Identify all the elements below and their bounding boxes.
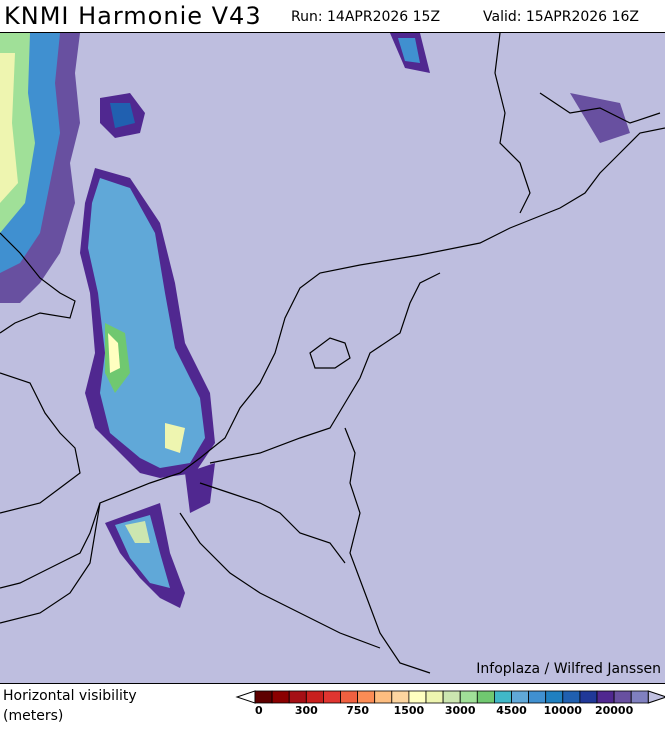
colorbar-tick-label: 3000	[444, 704, 476, 717]
coastlines-and-borders	[0, 32, 665, 674]
colorbar-swatch	[340, 690, 359, 704]
colorbar-swatch	[459, 690, 478, 704]
color-bar	[235, 690, 665, 704]
visibility-map: Infoplaza / Wilfred Janssen	[0, 32, 665, 684]
colorbar-tick-label: 300	[294, 704, 318, 717]
colorbar-swatch	[613, 690, 632, 704]
colorbar-swatch	[391, 690, 410, 704]
map-credit: Infoplaza / Wilfred Janssen	[476, 661, 661, 677]
colorbar-right-arrow	[647, 690, 665, 704]
colorbar-tick-label: 0	[255, 704, 263, 717]
map-canvas	[0, 32, 665, 683]
colorbar-tick-label: 750	[346, 704, 370, 717]
legend-title-line2: (meters)	[3, 708, 64, 724]
colorbar-swatch	[579, 690, 598, 704]
colorbar-swatch	[425, 690, 444, 704]
run-time: Run: 14APR2026 15Z	[291, 9, 441, 25]
colorbar-swatch	[408, 690, 427, 704]
colorbar-tick-label: 20000	[594, 704, 634, 717]
colorbar-swatch	[562, 690, 581, 704]
colorbar-swatch	[357, 690, 376, 704]
colorbar-swatch	[528, 690, 547, 704]
colorbar-tick-label: 10000	[543, 704, 582, 717]
valid-time: Valid: 15APR2026 16Z	[483, 9, 639, 25]
colorbar-swatch	[288, 690, 307, 704]
legend-title-line1: Horizontal visibility	[3, 688, 137, 704]
legend-title: Horizontal visibility (meters)	[3, 686, 137, 726]
header: KNMI Harmonie V43 Run: 14APR2026 15Z Val…	[0, 0, 665, 32]
colorbar-swatch	[493, 690, 512, 704]
colorbar-swatch	[545, 690, 564, 704]
colorbar-tick-label: 1500	[393, 704, 425, 717]
colorbar-swatch	[271, 690, 290, 704]
colorbar-swatch	[254, 690, 273, 704]
colorbar-swatch	[596, 690, 615, 704]
colorbar-swatch	[323, 690, 341, 704]
colorbar-swatch	[374, 690, 393, 704]
colorbar-swatch	[442, 690, 461, 704]
colorbar-swatch	[630, 690, 649, 704]
colorbar-left-arrow	[235, 690, 256, 704]
visibility-field	[0, 33, 630, 608]
colorbar-tick-label: 4500	[496, 704, 527, 717]
map-title: KNMI Harmonie V43	[4, 2, 262, 30]
colorbar-swatch	[511, 690, 530, 704]
colorbar-swatch	[476, 690, 495, 704]
colorbar-swatch	[305, 690, 324, 704]
